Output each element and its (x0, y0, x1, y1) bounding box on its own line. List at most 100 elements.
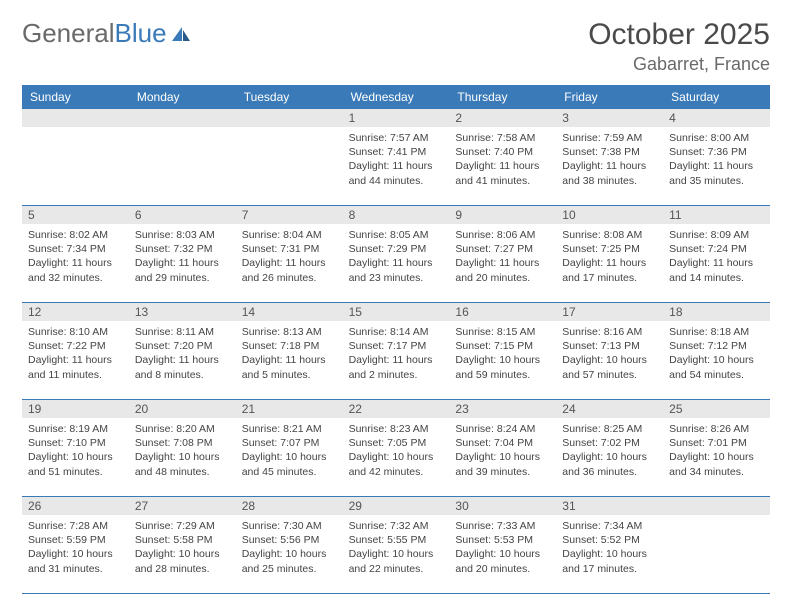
sunset-text: Sunset: 7:41 PM (349, 145, 444, 159)
day-header-row: Sunday Monday Tuesday Wednesday Thursday… (22, 85, 770, 109)
sunset-text: Sunset: 7:27 PM (455, 242, 550, 256)
sunrise-text: Sunrise: 8:19 AM (28, 422, 123, 436)
sunset-text: Sunset: 7:12 PM (669, 339, 764, 353)
day-number: 14 (236, 303, 343, 321)
day-cell: Sunrise: 7:29 AMSunset: 5:58 PMDaylight:… (129, 515, 236, 593)
day-header: Sunday (22, 85, 129, 109)
logo-part2: Blue (115, 18, 167, 48)
sunrise-text: Sunrise: 8:14 AM (349, 325, 444, 339)
sunset-text: Sunset: 7:22 PM (28, 339, 123, 353)
sunrise-text: Sunrise: 7:59 AM (562, 131, 657, 145)
sunrise-text: Sunrise: 8:13 AM (242, 325, 337, 339)
day-number (663, 497, 770, 515)
daylight-text: Daylight: 10 hours and 39 minutes. (455, 450, 550, 478)
logo-part1: General (22, 18, 115, 48)
day-header: Tuesday (236, 85, 343, 109)
sunrise-text: Sunrise: 7:32 AM (349, 519, 444, 533)
day-cell: Sunrise: 8:00 AMSunset: 7:36 PMDaylight:… (663, 127, 770, 205)
day-header: Friday (556, 85, 663, 109)
sunset-text: Sunset: 5:59 PM (28, 533, 123, 547)
day-number: 31 (556, 497, 663, 515)
day-number: 22 (343, 400, 450, 418)
day-cell: Sunrise: 8:04 AMSunset: 7:31 PMDaylight:… (236, 224, 343, 302)
sunset-text: Sunset: 5:53 PM (455, 533, 550, 547)
day-cell (22, 127, 129, 205)
day-number: 5 (22, 206, 129, 224)
daylight-text: Daylight: 10 hours and 31 minutes. (28, 547, 123, 575)
sunset-text: Sunset: 7:34 PM (28, 242, 123, 256)
week-row: Sunrise: 8:19 AMSunset: 7:10 PMDaylight:… (22, 418, 770, 497)
day-number: 11 (663, 206, 770, 224)
day-number: 28 (236, 497, 343, 515)
day-cell: Sunrise: 8:10 AMSunset: 7:22 PMDaylight:… (22, 321, 129, 399)
day-number: 6 (129, 206, 236, 224)
sunrise-text: Sunrise: 7:30 AM (242, 519, 337, 533)
day-cell: Sunrise: 7:58 AMSunset: 7:40 PMDaylight:… (449, 127, 556, 205)
sunrise-text: Sunrise: 8:25 AM (562, 422, 657, 436)
day-number: 24 (556, 400, 663, 418)
day-number: 16 (449, 303, 556, 321)
daylight-text: Daylight: 11 hours and 41 minutes. (455, 159, 550, 187)
daylight-text: Daylight: 11 hours and 23 minutes. (349, 256, 444, 284)
day-cell: Sunrise: 8:13 AMSunset: 7:18 PMDaylight:… (236, 321, 343, 399)
sunrise-text: Sunrise: 8:02 AM (28, 228, 123, 242)
daylight-text: Daylight: 10 hours and 20 minutes. (455, 547, 550, 575)
month-title: October 2025 (588, 18, 770, 52)
day-header: Saturday (663, 85, 770, 109)
day-cell: Sunrise: 8:08 AMSunset: 7:25 PMDaylight:… (556, 224, 663, 302)
sunrise-text: Sunrise: 8:06 AM (455, 228, 550, 242)
logo-text: GeneralBlue (22, 18, 167, 49)
day-header: Thursday (449, 85, 556, 109)
day-number: 19 (22, 400, 129, 418)
title-block: October 2025 Gabarret, France (588, 18, 770, 75)
day-cell: Sunrise: 8:20 AMSunset: 7:08 PMDaylight:… (129, 418, 236, 496)
day-cell: Sunrise: 8:23 AMSunset: 7:05 PMDaylight:… (343, 418, 450, 496)
sunset-text: Sunset: 5:58 PM (135, 533, 230, 547)
sunrise-text: Sunrise: 8:00 AM (669, 131, 764, 145)
sunset-text: Sunset: 7:38 PM (562, 145, 657, 159)
daylight-text: Daylight: 11 hours and 2 minutes. (349, 353, 444, 381)
day-cell: Sunrise: 7:28 AMSunset: 5:59 PMDaylight:… (22, 515, 129, 593)
day-number: 8 (343, 206, 450, 224)
sunrise-text: Sunrise: 8:15 AM (455, 325, 550, 339)
daylight-text: Daylight: 11 hours and 29 minutes. (135, 256, 230, 284)
day-number: 13 (129, 303, 236, 321)
sunset-text: Sunset: 7:24 PM (669, 242, 764, 256)
day-number: 9 (449, 206, 556, 224)
week-row: Sunrise: 7:28 AMSunset: 5:59 PMDaylight:… (22, 515, 770, 594)
day-number: 3 (556, 109, 663, 127)
day-cell: Sunrise: 8:25 AMSunset: 7:02 PMDaylight:… (556, 418, 663, 496)
daylight-text: Daylight: 10 hours and 25 minutes. (242, 547, 337, 575)
logo: GeneralBlue (22, 18, 191, 49)
daylight-text: Daylight: 10 hours and 28 minutes. (135, 547, 230, 575)
calendar: Sunday Monday Tuesday Wednesday Thursday… (22, 85, 770, 594)
sunset-text: Sunset: 7:32 PM (135, 242, 230, 256)
day-cell: Sunrise: 8:18 AMSunset: 7:12 PMDaylight:… (663, 321, 770, 399)
sunrise-text: Sunrise: 7:34 AM (562, 519, 657, 533)
day-cell: Sunrise: 7:32 AMSunset: 5:55 PMDaylight:… (343, 515, 450, 593)
sunset-text: Sunset: 5:52 PM (562, 533, 657, 547)
header: GeneralBlue October 2025 Gabarret, Franc… (22, 18, 770, 75)
day-number: 17 (556, 303, 663, 321)
daylight-text: Daylight: 11 hours and 35 minutes. (669, 159, 764, 187)
sunrise-text: Sunrise: 7:57 AM (349, 131, 444, 145)
day-number: 26 (22, 497, 129, 515)
day-number (236, 109, 343, 127)
sunset-text: Sunset: 7:07 PM (242, 436, 337, 450)
sunrise-text: Sunrise: 7:58 AM (455, 131, 550, 145)
day-number: 1 (343, 109, 450, 127)
daynum-row: 567891011 (22, 206, 770, 224)
day-number: 4 (663, 109, 770, 127)
daylight-text: Daylight: 11 hours and 14 minutes. (669, 256, 764, 284)
day-header: Monday (129, 85, 236, 109)
daynum-row: 262728293031 (22, 497, 770, 515)
sunrise-text: Sunrise: 8:11 AM (135, 325, 230, 339)
week-row: Sunrise: 7:57 AMSunset: 7:41 PM Daylight:… (22, 127, 770, 206)
day-number: 27 (129, 497, 236, 515)
day-cell (663, 515, 770, 593)
day-cell (236, 127, 343, 205)
sunrise-text: Sunrise: 7:28 AM (28, 519, 123, 533)
day-number: 12 (22, 303, 129, 321)
daynum-row: 1234 (22, 109, 770, 127)
daylight-text: Daylight: 10 hours and 34 minutes. (669, 450, 764, 478)
